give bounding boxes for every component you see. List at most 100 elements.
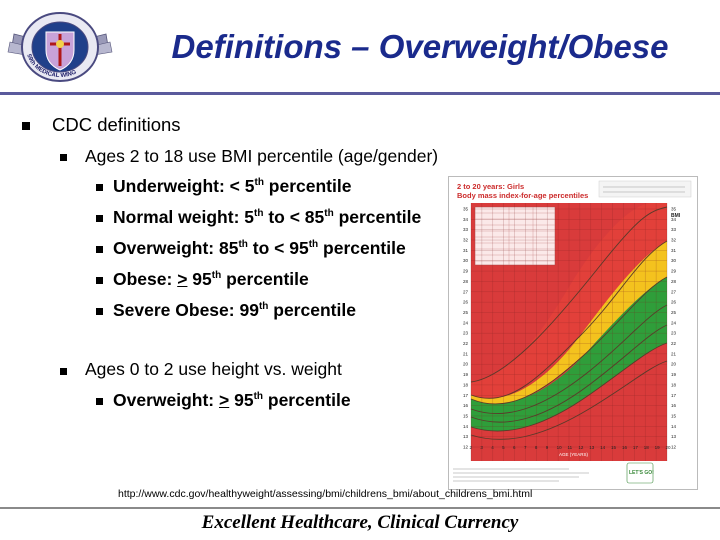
definition-text: Normal weight: 5: [113, 207, 254, 227]
x-tick-label: 5: [502, 445, 505, 450]
y-tick-label-right: 25: [671, 310, 677, 315]
y-tick-label-left: 30: [463, 258, 469, 263]
x-tick-label: 18: [644, 445, 650, 450]
y-tick-label-right: 30: [671, 258, 677, 263]
y-tick-label-left: 21: [463, 351, 469, 356]
chart-name-box: [598, 180, 692, 198]
y-tick-label-left: 13: [463, 434, 469, 439]
ordinal-suffix: th: [324, 208, 334, 220]
y-axis-label-right: BMI: [671, 213, 681, 219]
ordinal-suffix: th: [238, 239, 248, 251]
definition-text: to < 95: [247, 238, 309, 258]
y-tick-label-right: 16: [671, 403, 677, 408]
definition-text: percentile: [221, 269, 309, 289]
x-tick-label: 16: [622, 445, 628, 450]
y-tick-label-left: 23: [463, 331, 469, 336]
title-divider: [0, 92, 720, 95]
bullet-square-icon: [96, 184, 103, 191]
y-tick-label-right: 12: [671, 445, 677, 450]
footer-tagline: Excellent Healthcare, Clinical Currency: [201, 512, 519, 533]
definition-text: 95: [187, 269, 212, 289]
y-tick-label-left: 25: [463, 310, 469, 315]
definition-text: percentile: [268, 300, 356, 320]
bullet-square-icon: [22, 122, 30, 130]
ordinal-suffix: th: [254, 177, 264, 189]
y-tick-label-right: 14: [671, 424, 677, 429]
definition-text: 95: [229, 390, 254, 410]
bullet-square-icon: [96, 215, 103, 222]
y-tick-label-right: 33: [671, 227, 677, 232]
definition-text: percentile: [263, 390, 351, 410]
y-tick-label-left: 31: [463, 248, 469, 253]
y-tick-label-left: 26: [463, 300, 469, 305]
y-tick-label-left: 22: [463, 341, 469, 346]
definition-text: Overweight:: [113, 390, 219, 410]
footer-divider: [0, 507, 720, 509]
definition-underweight: Underweight: < 5th percentile: [113, 176, 351, 197]
definition-overweight: Overweight: 85th to < 95th percentile: [113, 238, 453, 259]
x-tick-label: 10: [557, 445, 563, 450]
chart-heading-2: Body mass index-for-age percentiles: [457, 191, 588, 200]
ordinal-suffix: th: [308, 239, 319, 251]
y-tick-label-right: 17: [671, 393, 677, 398]
y-tick-label-left: 15: [463, 413, 469, 418]
y-tick-label-left: 18: [463, 382, 469, 387]
x-axis-label: AGE (YEARS): [559, 452, 589, 457]
x-tick-label: 8: [535, 445, 538, 450]
definition-infant-overweight: Overweight: > 95th percentile: [113, 390, 351, 411]
definition-text: percentile: [333, 207, 422, 227]
y-tick-label-right: 32: [671, 238, 677, 243]
definition-text: percentile: [263, 176, 352, 196]
y-tick-label-left: 19: [463, 372, 469, 377]
y-tick-label-right: 21: [671, 351, 677, 356]
x-tick-label: 6: [513, 445, 516, 450]
y-tick-label-left: 12: [463, 445, 469, 450]
wing-logo: 59th MEDICAL WING: [6, 4, 114, 90]
y-tick-label-left: 29: [463, 269, 469, 274]
y-tick-label-left: 33: [463, 227, 469, 232]
y-tick-label-right: 24: [671, 320, 677, 325]
y-tick-label-left: 20: [463, 362, 469, 367]
ordinal-suffix: th: [258, 301, 269, 313]
bullet-group1: Ages 2 to 18 use BMI percentile (age/gen…: [85, 146, 439, 166]
chart-footnote-area: [451, 465, 601, 485]
y-tick-label-right: 23: [671, 331, 677, 336]
lets-go-logo: LET'S GO!: [626, 462, 654, 484]
x-tick-label: 14: [600, 445, 606, 450]
y-tick-label-left: 35: [463, 207, 469, 212]
x-tick-label: 3: [480, 445, 483, 450]
y-tick-label-right: 26: [671, 300, 677, 305]
y-tick-label-right: 27: [671, 289, 677, 294]
definition-text: Underweight: < 5: [113, 176, 255, 196]
y-tick-label-right: 28: [671, 279, 677, 284]
x-tick-label: 12: [578, 445, 584, 450]
y-tick-label-left: 17: [463, 393, 469, 398]
y-tick-label-left: 24: [463, 320, 469, 325]
definition-obese: Obese: > 95th percentile: [113, 269, 309, 290]
definition-text: Overweight: 85: [113, 238, 239, 258]
x-tick-label: 9: [546, 445, 549, 450]
y-tick-label-left: 34: [463, 217, 469, 222]
definition-text: to < 85: [263, 207, 325, 227]
ordinal-suffix: th: [211, 270, 222, 282]
y-tick-label-right: 19: [671, 372, 677, 377]
chart-heading-1: 2 to 20 years: Girls: [457, 182, 524, 191]
y-tick-label-right: 29: [671, 269, 677, 274]
y-tick-label-left: 27: [463, 289, 469, 294]
wing-emblem-icon: 59th MEDICAL WING: [7, 12, 113, 82]
bullet-level1: CDC definitions: [52, 114, 181, 135]
bullet-group2: Ages 0 to 2 use height vs. weight: [85, 359, 342, 379]
y-tick-label-right: 15: [671, 413, 677, 418]
data-entry-table: [474, 206, 556, 266]
y-tick-label-right: 35: [671, 207, 677, 212]
y-tick-label-right: 13: [671, 434, 677, 439]
y-tick-label-left: 32: [463, 238, 469, 243]
x-tick-label: 20: [666, 445, 672, 450]
bullet-square-icon: [60, 368, 67, 375]
y-tick-label-left: 28: [463, 279, 469, 284]
greater-equal-symbol: >: [219, 390, 230, 410]
slide-title: Definitions – Overweight/Obese: [171, 28, 669, 65]
definition-text: Obese:: [113, 269, 178, 289]
definition-severe-obese: Severe Obese: 99th percentile: [113, 300, 356, 321]
